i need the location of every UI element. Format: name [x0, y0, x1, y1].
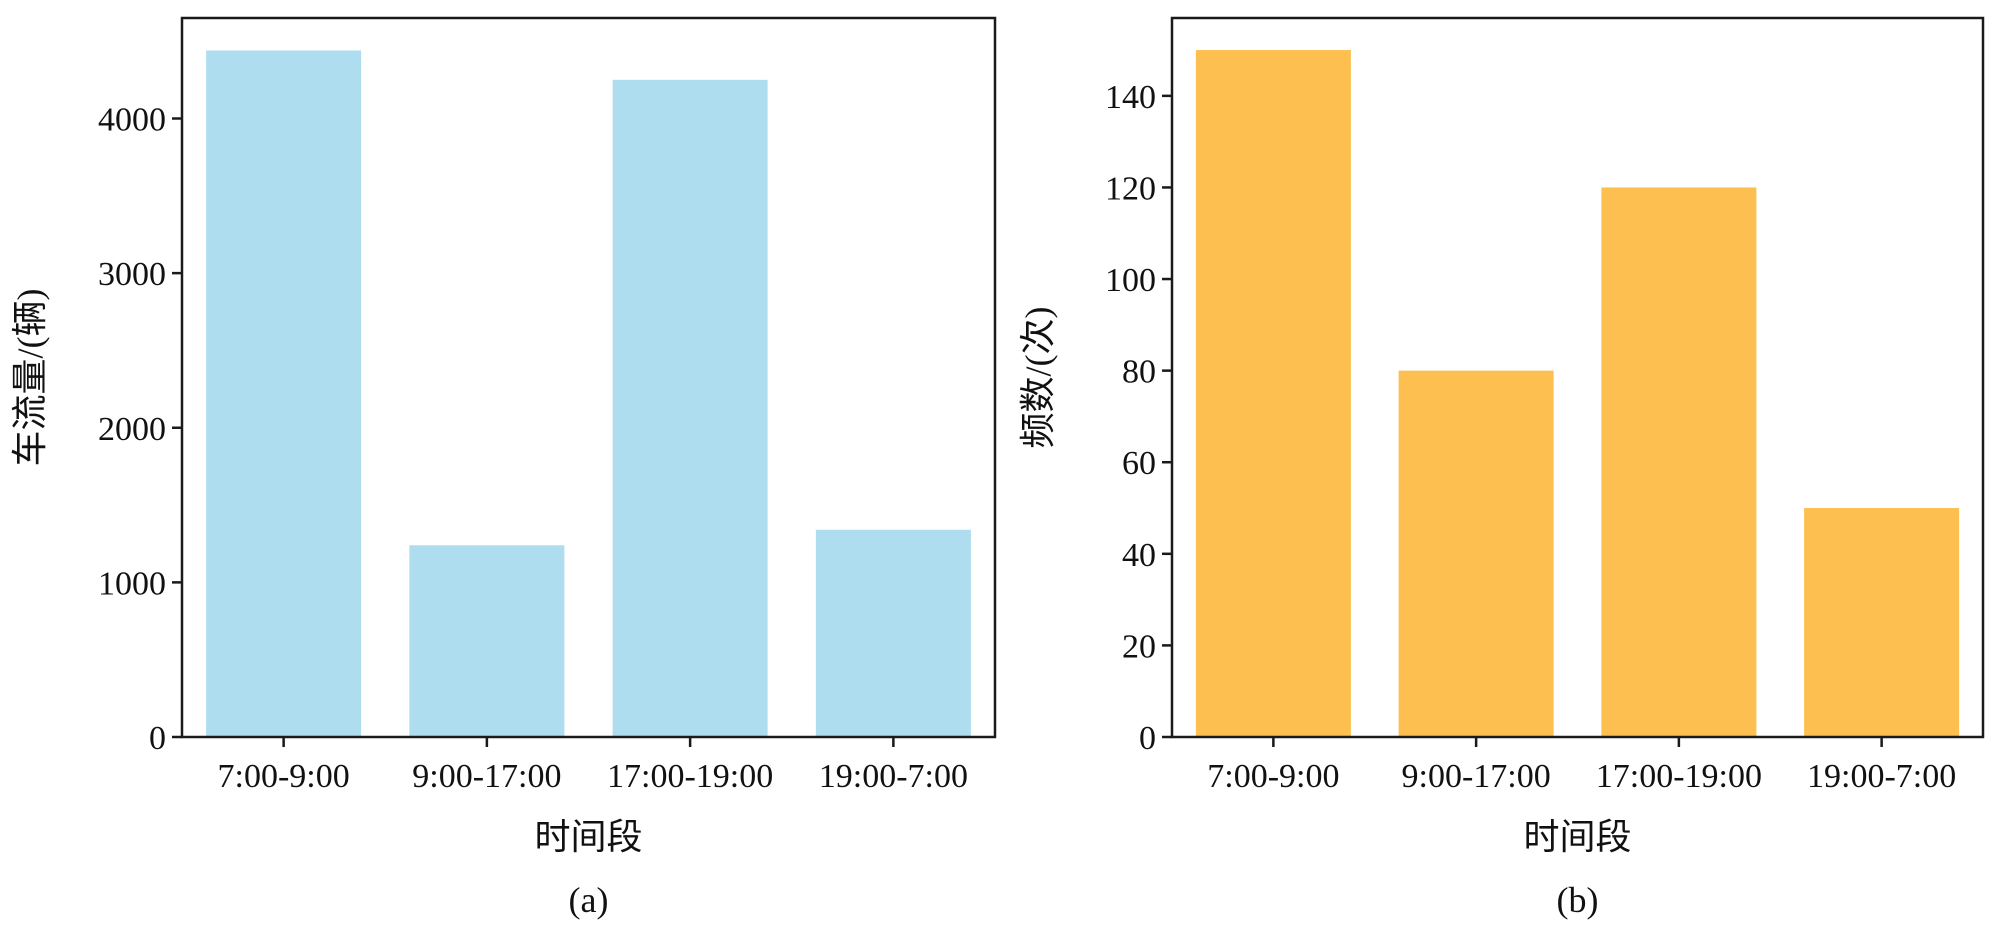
- bar-a-2: [409, 545, 565, 737]
- x-tick-label-b-3: 17:00-19:00: [1596, 758, 1762, 795]
- x-axis-label-b: 时间段: [1523, 817, 1631, 857]
- x-tick-label-a-2: 9:00-17:00: [412, 758, 561, 795]
- y-tick-label-b-1: 20: [1122, 628, 1156, 665]
- bar-a-3: [612, 79, 768, 737]
- y-tick-label-a-0: 0: [149, 720, 166, 757]
- chart-panel-b: 0 20 40 60 80 100 120 140 7:00-9:00 9:00-17:00 17:…: [1018, 16, 1985, 920]
- bar-a-4: [815, 529, 971, 737]
- y-tick-label-a-3: 3000: [98, 256, 166, 293]
- x-tick-label-a-1: 7:00-9:00: [218, 758, 350, 795]
- bar-b-1: [1195, 50, 1351, 738]
- y-tick-label-a-2: 2000: [98, 411, 166, 448]
- y-tick-label-b-3: 60: [1122, 445, 1156, 482]
- x-tick-label-b-4: 19:00-7:00: [1807, 758, 1956, 795]
- bar-b-4: [1804, 508, 1960, 737]
- bar-b-3: [1601, 187, 1757, 737]
- bar-a-1: [206, 50, 362, 738]
- bar-b-2: [1398, 370, 1554, 737]
- panel-label-b: (b): [1557, 880, 1599, 920]
- plot-frame-b: [1170, 16, 1985, 739]
- y-tick-label-b-2: 40: [1122, 537, 1156, 574]
- y-tick-label-b-5: 100: [1105, 262, 1156, 299]
- x-tick-label-b-1: 7:00-9:00: [1207, 758, 1339, 795]
- y-axis-label-a: 车流量/(辆): [10, 289, 50, 467]
- chart-panel-a: 0 1000 2000 3000 4000 7:00-9:00 9:00-17:00 17:0…: [10, 16, 997, 920]
- plot-frame-a: [180, 16, 997, 739]
- panel-label-a: (a): [569, 880, 609, 920]
- x-tick-label-b-2: 9:00-17:00: [1402, 758, 1551, 795]
- y-tick-label-a-4: 4000: [98, 102, 166, 139]
- x-tick-label-a-3: 17:00-19:00: [607, 758, 773, 795]
- y-tick-label-b-7: 140: [1105, 79, 1156, 116]
- y-tick-label-a-1: 1000: [98, 565, 166, 602]
- y-tick-label-b-6: 120: [1105, 170, 1156, 207]
- x-tick-label-a-4: 19:00-7:00: [819, 758, 968, 795]
- y-tick-label-b-4: 80: [1122, 354, 1156, 391]
- y-tick-label-b-0: 0: [1139, 720, 1156, 757]
- x-axis-label-a: 时间段: [534, 817, 642, 857]
- y-axis-label-b: 频数/(次): [1018, 307, 1058, 449]
